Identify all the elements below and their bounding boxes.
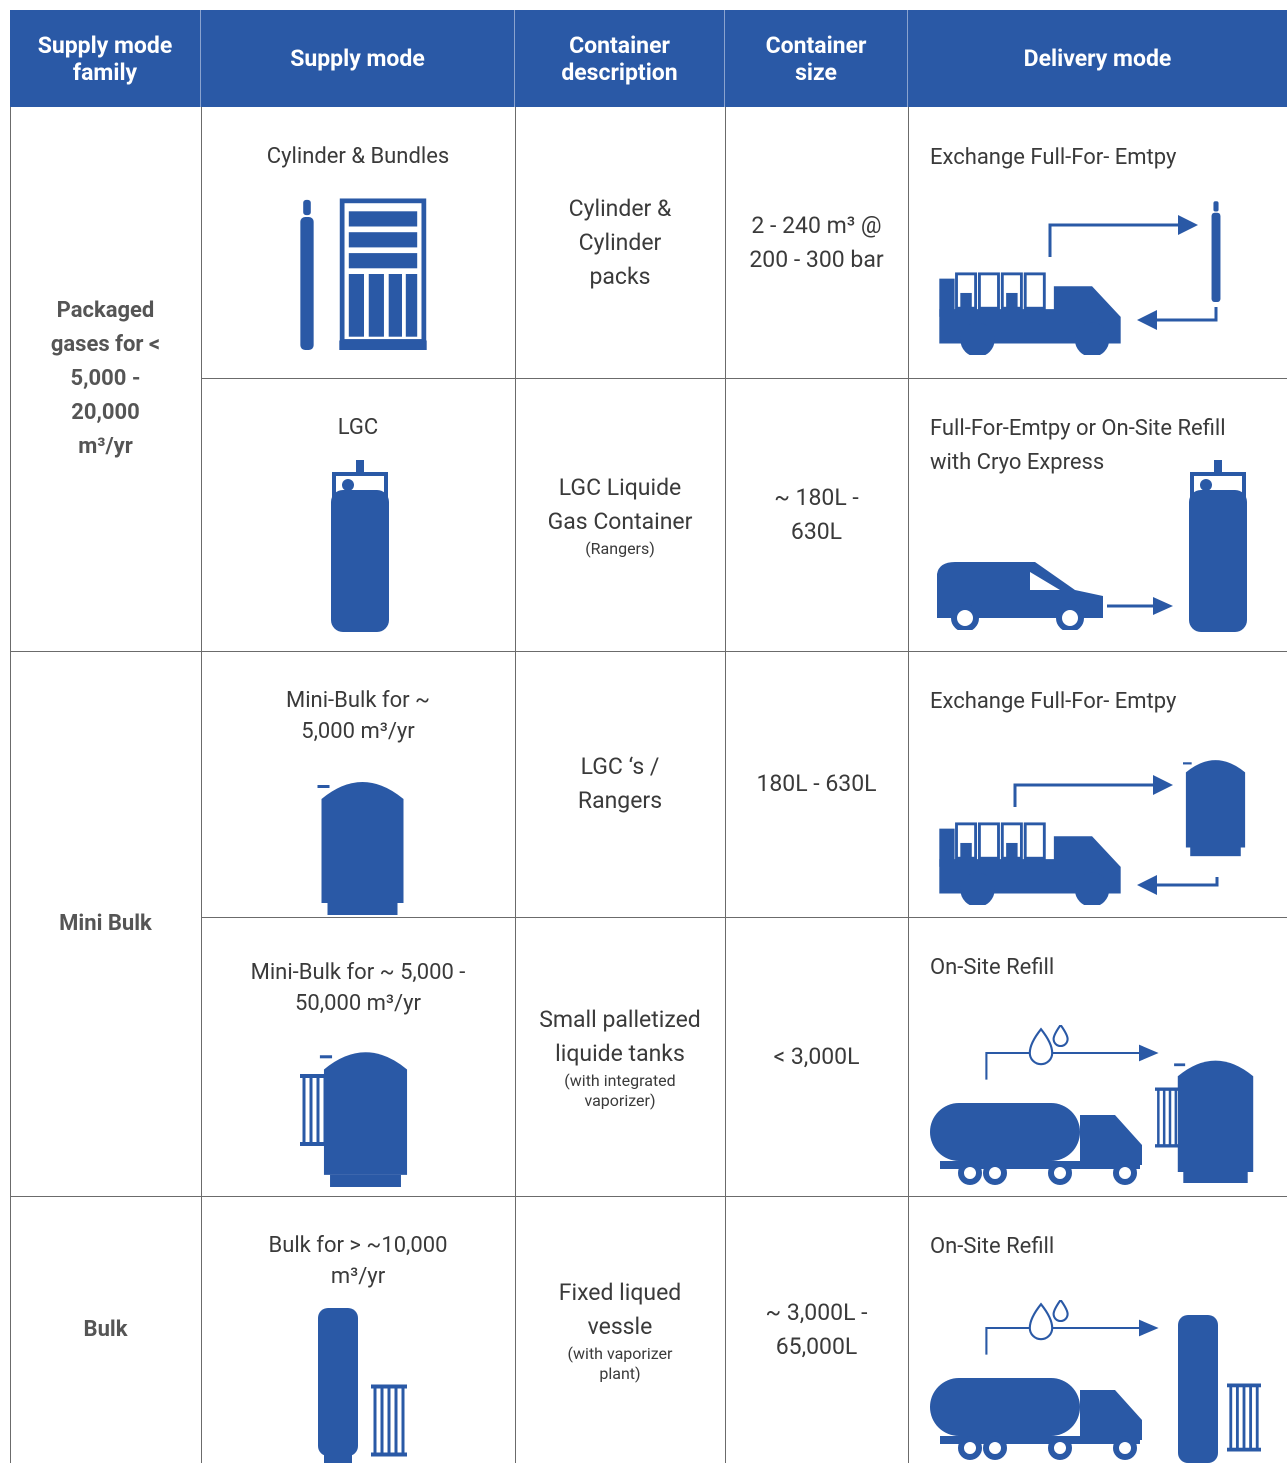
description-text: LGC Liquide Gas Container [539,471,701,539]
description-text: Small palletized liquide tanks [539,1003,701,1071]
mini-bulk-icon [315,765,410,915]
description-cell: Small palletized liquide tanks(with inte… [515,917,725,1196]
bulk-icon [316,1308,416,1463]
description-cell: LGC Liquide Gas Container(Rangers) [515,378,725,651]
cylinder-icon [296,198,318,350]
page: Supply modes {"table": { "headers": ["Su… [0,0,1287,1463]
size-text: < 3,000L [773,1040,859,1074]
header-cell: Supply mode [201,10,515,107]
refill-delivery-icon [935,460,1255,632]
supply-mode-text: Mini-Bulk for ~ 5,000 m³/yr [221,685,495,747]
header-cell: Supply mode family [10,10,201,107]
family-cell: Packaged gases for < 5,000 - 20,000 m³/y… [10,107,201,651]
header-cell: Container size [725,10,908,107]
size-cell: ~ 3,000L - 65,000L [725,1196,908,1463]
description-note: (with integrated vaporizer) [545,1071,695,1111]
supply-mode-text: Bulk for > ~10,000 m³/yr [221,1230,495,1292]
delivery-text: Exchange Full-For- Emtpy [930,141,1267,175]
size-cell: 180L - 630L [725,651,908,917]
exchange-delivery-icon [935,195,1235,355]
family-text: Packaged gases for < 5,000 - 20,000 m³/y… [43,294,168,464]
delivery-text: On-Site Refill [930,951,1267,985]
description-text: LGC ‘s / Rangers [560,750,680,818]
header-text: Container description [545,32,695,86]
size-cell: ~ 180L - 630L [725,378,908,651]
family-cell: Mini Bulk [10,651,201,1196]
supply-mode-text: Mini-Bulk for ~ 5,000 - 50,000 m³/yr [211,957,505,1019]
tanker-delivery-icon [930,1025,1287,1187]
description-note: (with vaporizer plant) [545,1344,695,1384]
delivery-text: On-Site Refill [930,1230,1267,1264]
size-text: ~ 3,000L - 65,000L [752,1296,882,1364]
description-text: Fixed liqued vessle [550,1276,690,1344]
family-text: Mini Bulk [59,907,152,941]
supply-mode-text: LGC [221,412,495,443]
size-text: ~ 180L - 630L [762,481,872,549]
bundle-icon [338,198,428,350]
size-cell: 2 - 240 m³ @ 200 - 300 bar [725,107,908,378]
tank-icon [318,1035,413,1187]
page-body: Supply mode family Supply mode Container… [0,0,1287,1463]
tanker-delivery-icon [930,1300,1287,1463]
header-text: Container size [751,32,881,86]
size-text: 180L - 630L [756,767,876,801]
delivery-text: Exchange Full-For- Emtpy [930,685,1267,719]
header-cell: Delivery mode [908,10,1287,107]
supply-mode-text: Cylinder & Bundles [221,141,495,172]
size-text: 2 - 240 m³ @ 200 - 300 bar [749,209,884,277]
description-text: Cylinder & Cylinder packs [560,192,680,294]
description-note: (Rangers) [585,539,655,559]
description-cell: Fixed liqued vessle(with vaporizer plant… [515,1196,725,1463]
family-text: Bulk [84,1313,128,1347]
description-cell: LGC ‘s / Rangers [515,651,725,917]
family-cell: Bulk [10,1196,201,1463]
size-cell: < 3,000L [725,917,908,1196]
header-cell: Container description [515,10,725,107]
lgc-icon [330,460,390,632]
description-cell: Cylinder & Cylinder packs [515,107,725,378]
table: Supply mode family Supply mode Container… [0,0,1287,1463]
exchange-delivery-icon [935,745,1255,905]
